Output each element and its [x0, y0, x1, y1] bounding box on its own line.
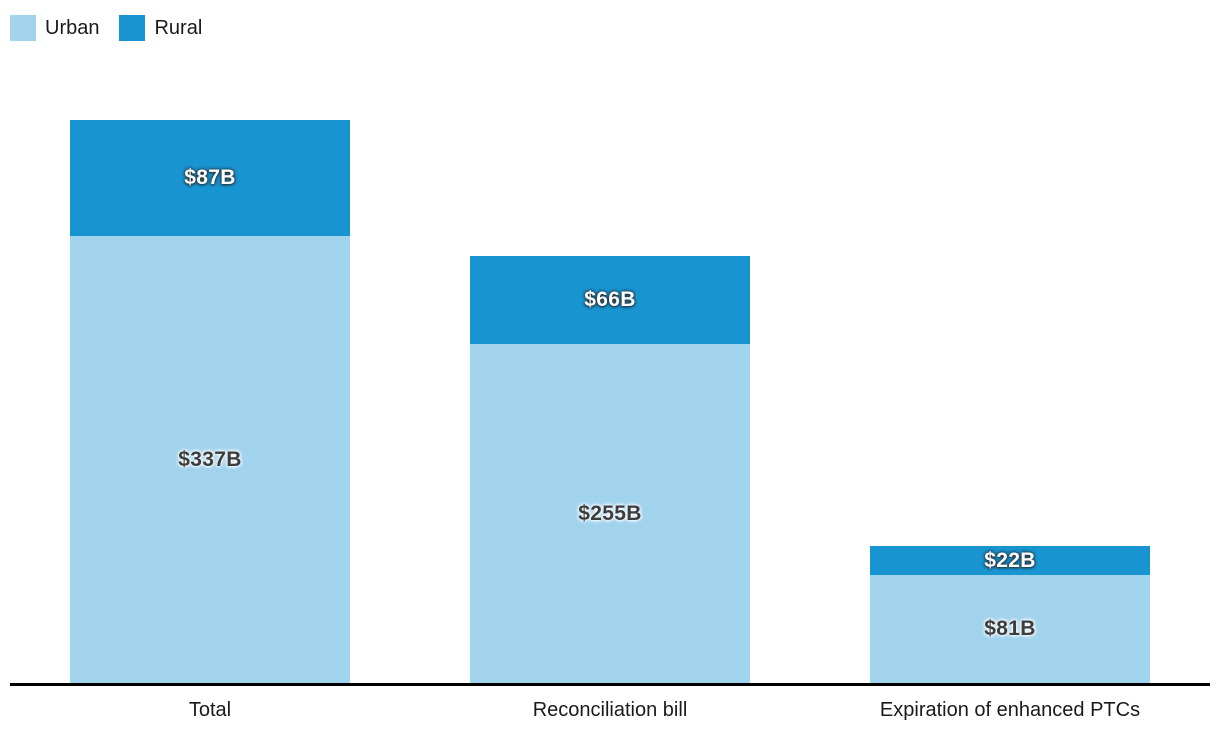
- bar-expiration-urban-segment: $81B: [870, 575, 1150, 683]
- value-label-total-urban: $337B: [178, 447, 242, 471]
- value-label-reconciliation-urban: $255B: [578, 501, 642, 525]
- bar-total-urban-segment: $337B: [70, 236, 350, 683]
- bar-reconciliation-bill: $66B $255B: [470, 256, 750, 683]
- x-axis-line: [10, 683, 1210, 686]
- bar-total-rural-segment: $87B: [70, 120, 350, 236]
- legend-item-urban: Urban: [10, 15, 99, 41]
- x-axis-label-total: Total: [188, 699, 232, 721]
- legend-label-urban: Urban: [45, 17, 100, 39]
- x-axis-label-reconciliation-bill: Reconciliation bill: [532, 699, 688, 721]
- value-label-reconciliation-rural: $66B: [584, 288, 636, 311]
- legend-item-rural: Rural: [119, 15, 202, 41]
- value-label-total-rural: $87B: [184, 166, 236, 189]
- value-label-expiration-urban: $81B: [984, 617, 1036, 640]
- value-label-expiration-rural: $22B: [984, 548, 1036, 572]
- bar-total: $87B $337B: [70, 120, 350, 683]
- urban-swatch-icon: [10, 15, 36, 41]
- bar-expiration-ptcs: $22B $81B: [870, 546, 1150, 683]
- legend-label-rural: Rural: [154, 17, 203, 39]
- rural-swatch-icon: [119, 15, 146, 41]
- bar-expiration-rural-segment: $22B: [870, 546, 1150, 575]
- x-axis-label-expiration-ptcs: Expiration of enhanced PTCs: [879, 699, 1141, 721]
- bar-reconciliation-urban-segment: $255B: [470, 344, 750, 683]
- bar-reconciliation-rural-segment: $66B: [470, 256, 750, 344]
- legend: Urban Rural: [10, 15, 202, 41]
